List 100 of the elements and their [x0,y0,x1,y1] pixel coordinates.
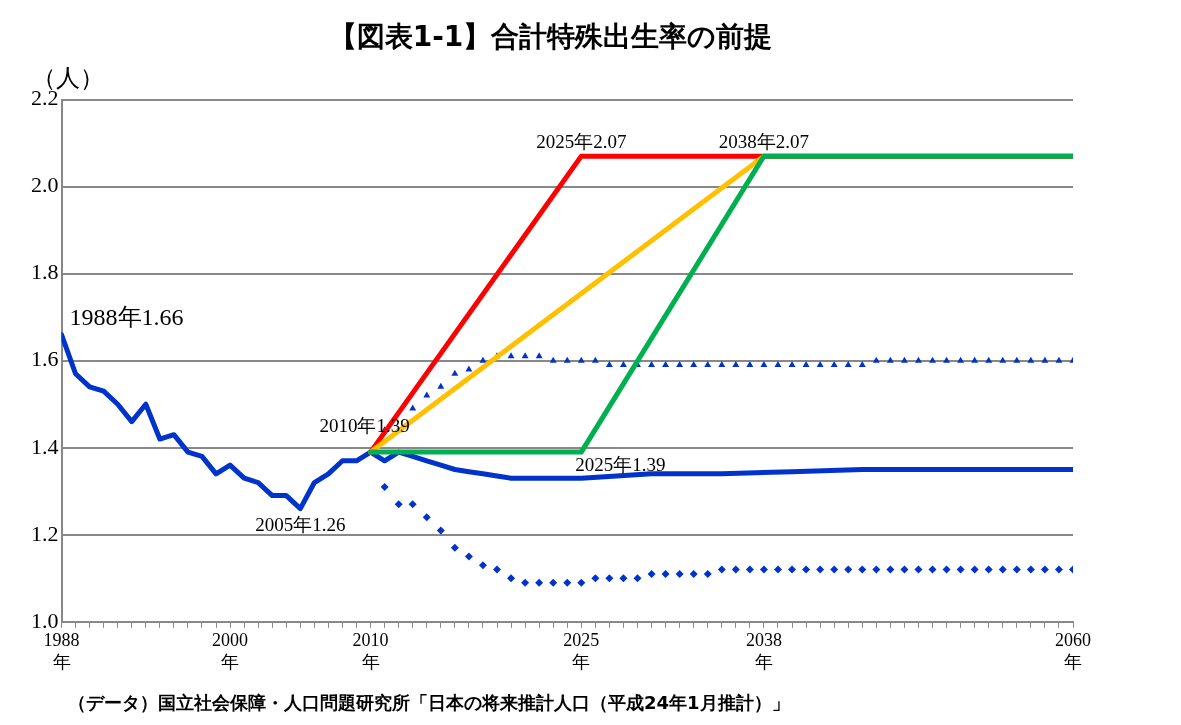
point [816,565,825,574]
annotation: 2025年2.07 [536,130,627,152]
point [394,500,403,509]
point [1013,356,1021,363]
x-tick-label: 1988年 [43,630,80,672]
point [942,565,951,574]
point [971,356,979,363]
point [690,361,698,368]
point [676,361,684,368]
x-tick-label: 2060年 [1055,630,1091,672]
point [872,565,881,574]
point [732,361,740,368]
point [745,565,754,574]
annotation: 2025年1.39 [575,453,666,475]
point [478,561,487,570]
point [423,391,431,398]
point [662,361,670,368]
point [718,361,726,368]
point [1041,356,1049,363]
point [563,356,571,363]
point [773,565,782,574]
y-tick-label: 1.8 [31,259,59,285]
text: （データ）国立社会保障・人口問題研究所「日本の将来推計人口（平成24年1月推計）」 [68,691,790,713]
point [1026,565,1035,574]
point [521,578,530,587]
point [900,565,909,574]
point [984,565,993,574]
point [858,565,867,574]
point [760,361,768,368]
point [648,361,656,368]
point [619,361,627,368]
point [844,361,852,368]
point [788,565,797,574]
point [408,500,417,509]
point [577,578,586,587]
point [1027,356,1035,363]
point [479,356,487,363]
point [844,565,853,574]
point [1054,565,1063,574]
point [802,361,810,368]
point [759,565,768,574]
y-axis-title: （人） [31,63,104,92]
annotation: 2005年1.26 [255,514,346,536]
y-tick-label: 1.2 [31,520,59,546]
point [928,565,937,574]
point [704,361,712,368]
point [577,356,585,363]
point [872,356,880,363]
point [900,356,908,363]
point [380,482,389,491]
point [914,565,923,574]
chart-title: 【図表1-1】合計特殊出生率の前提 [328,20,773,54]
point [957,356,965,363]
x-tick-label: 2025年 [563,630,600,672]
point [451,369,459,376]
point [999,356,1007,363]
point [689,569,698,578]
point [563,578,572,587]
point [802,565,811,574]
point [633,574,642,583]
point [956,565,965,574]
point [703,569,712,578]
point [1055,356,1063,363]
point [549,578,558,587]
point [816,361,824,368]
point [535,578,544,587]
point [830,565,839,574]
point [1040,565,1049,574]
point [886,356,894,363]
point [858,361,866,368]
point [746,361,754,368]
x-tick-label: 2000年 [212,630,249,672]
point [535,352,543,359]
point [437,382,445,389]
point [549,356,557,363]
point [619,574,628,583]
y-tick-label: 1.0 [31,607,59,633]
point [998,565,1007,574]
point [717,565,726,574]
point [507,574,516,583]
point [788,361,796,368]
point [1012,565,1021,574]
point [409,404,417,411]
y-tick-label: 1.6 [31,346,59,372]
point [774,361,782,368]
point [422,513,431,522]
point [970,565,979,574]
point [591,574,600,583]
point [591,356,599,363]
point [450,543,459,552]
point [661,569,670,578]
annotation: 1988年1.66 [69,303,184,330]
point [915,356,922,363]
point [675,569,684,578]
point [985,356,993,363]
point [436,526,445,535]
y-tick-label: 1.4 [31,433,59,459]
point [605,361,613,368]
annotation: 2038年2.07 [718,130,810,152]
x-tick-label: 2010年 [352,630,389,672]
